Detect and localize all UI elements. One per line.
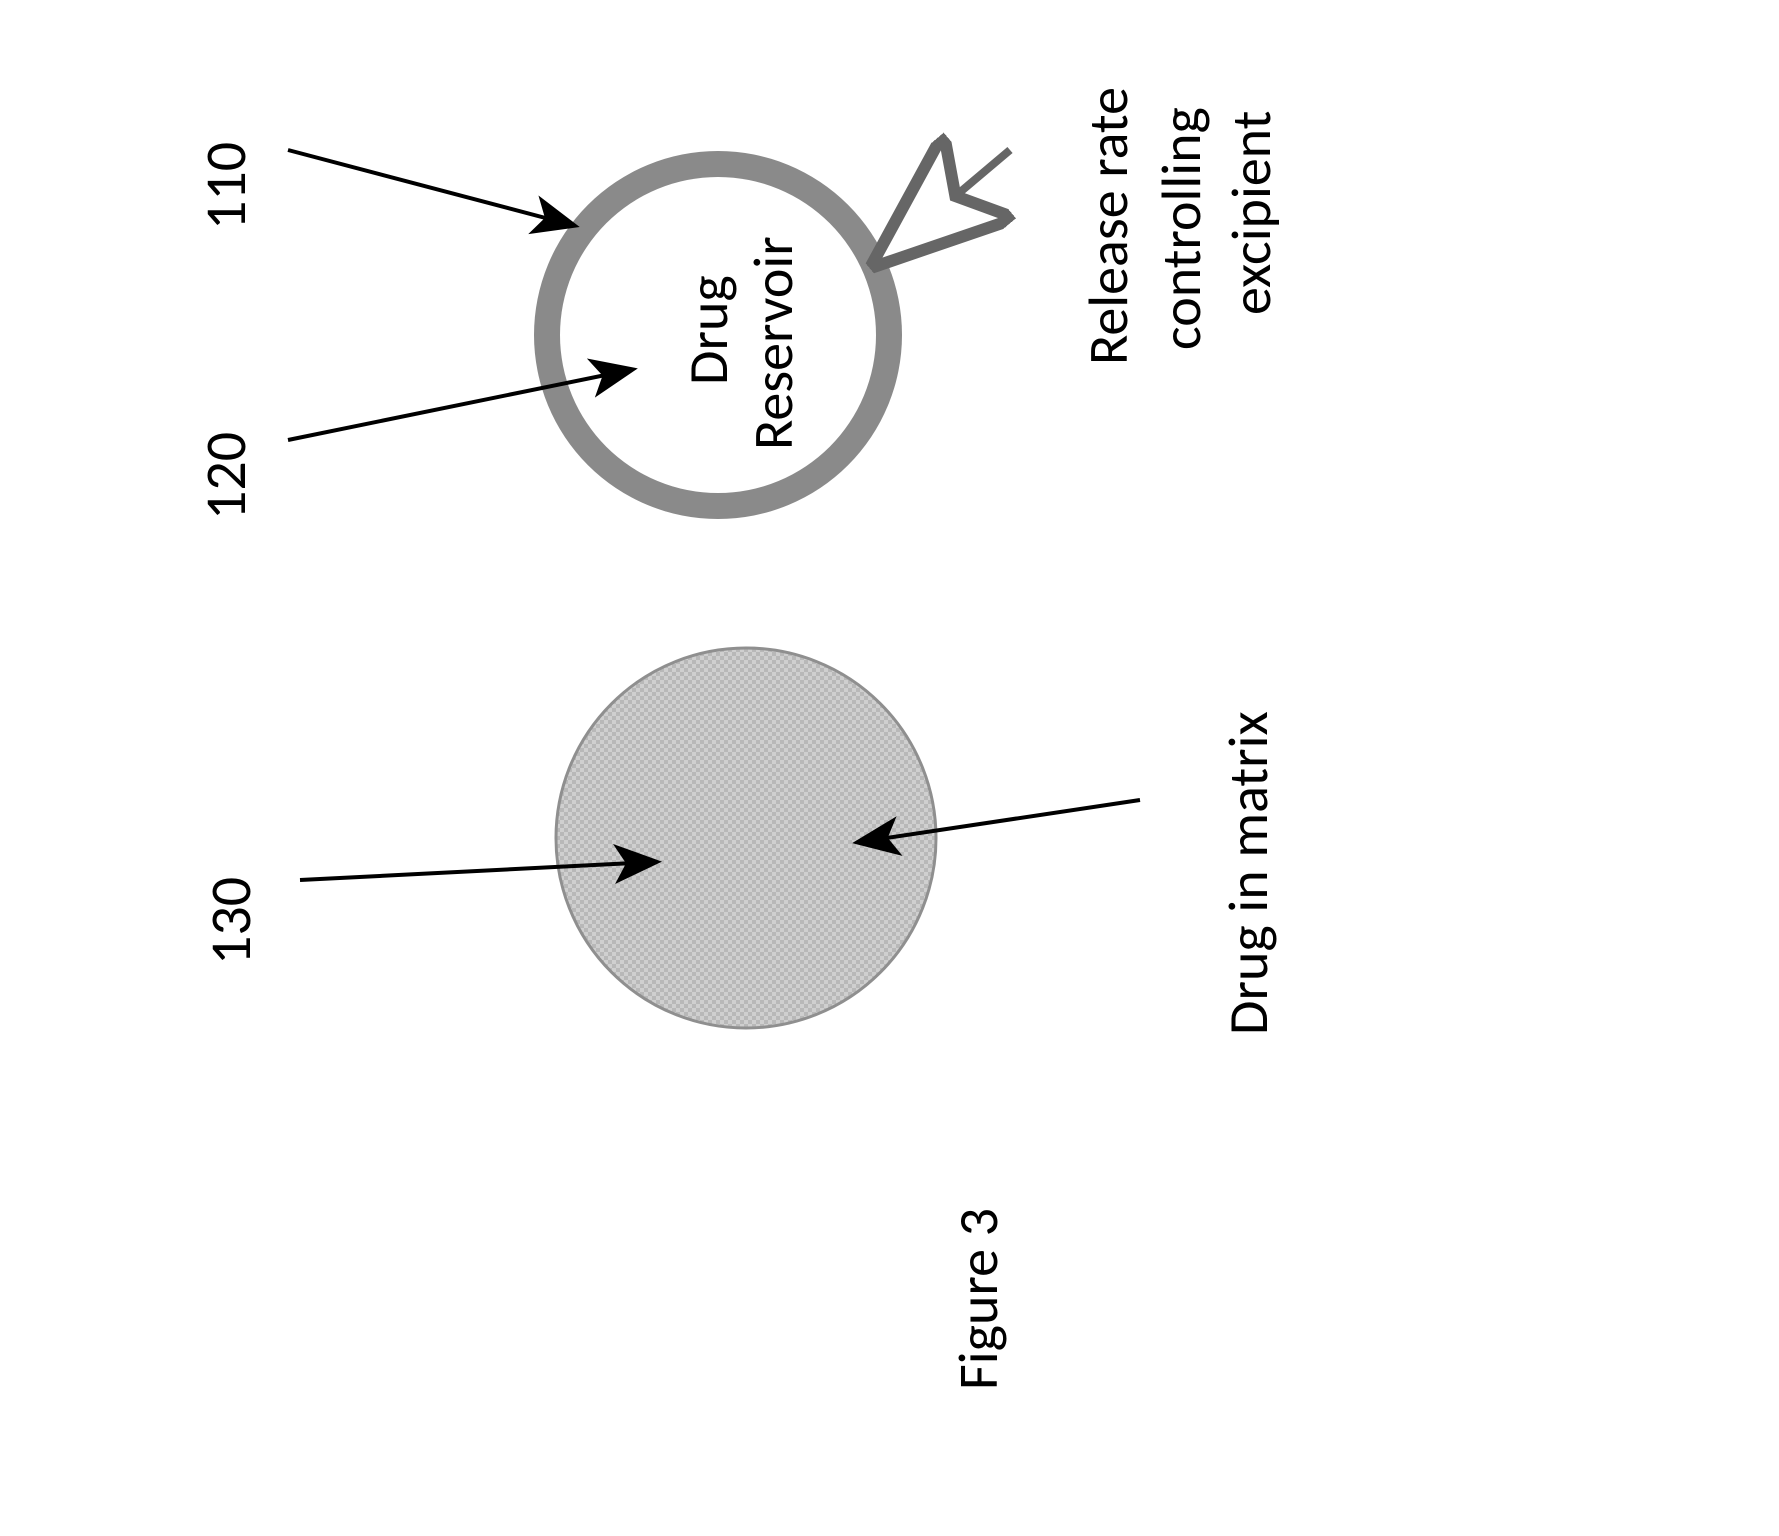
label-controlling: controlling bbox=[1148, 107, 1216, 350]
label-110: 110 bbox=[190, 142, 261, 230]
label-drug-in-matrix: Drug in matrix bbox=[1215, 711, 1283, 1035]
label-release-rate: Release rate bbox=[1075, 87, 1143, 365]
diagram-svg bbox=[0, 0, 1779, 1536]
label-130: 130 bbox=[195, 877, 266, 965]
arrow-110 bbox=[288, 150, 572, 225]
label-drug: Drug bbox=[675, 275, 743, 385]
arrow-release-rate bbox=[882, 150, 1010, 258]
figure-caption: Figure 3 bbox=[945, 1208, 1013, 1390]
label-120: 120 bbox=[190, 432, 261, 520]
label-excipient: excipient bbox=[1218, 111, 1286, 315]
label-reservoir: Reservoir bbox=[740, 236, 808, 450]
